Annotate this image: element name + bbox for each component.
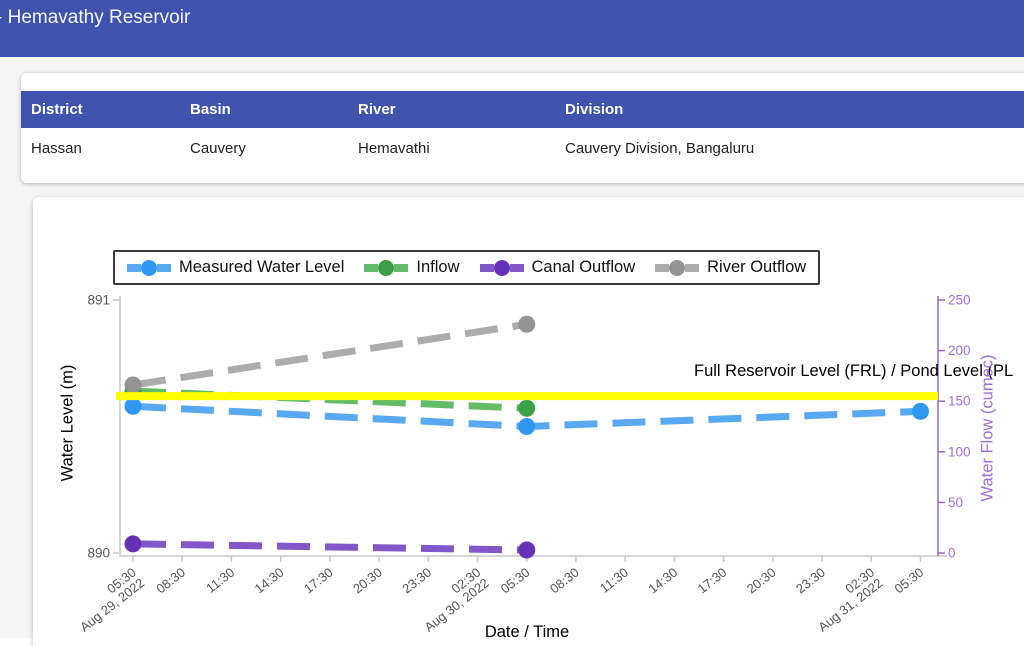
legend-marker-icon [655, 259, 700, 276]
legend-item-measured-water-level[interactable]: Measured Water Level [127, 258, 344, 277]
cell-river: Hemavathi [348, 128, 555, 169]
legend-item-inflow[interactable]: Inflow [364, 258, 460, 277]
right-axis-title: Water Flow (cumec) [978, 354, 997, 502]
chart-legend: Measured Water Level Inflow Canal Outflow R… [113, 250, 821, 285]
cell-district: Hassan [21, 128, 180, 169]
legend-item-river-outflow[interactable]: River Outflow [655, 258, 806, 277]
column-header-basin: Basin [180, 91, 348, 128]
table-header-row: District Basin River Division [21, 91, 1024, 128]
legend-label: Measured Water Level [179, 258, 345, 276]
page-title: - Hemavathy Reservoir [0, 7, 191, 28]
x-axis-title: Date / Time [484, 623, 570, 641]
left-axis-title: Water Level (m) [58, 364, 77, 482]
legend-label: Inflow [416, 258, 460, 276]
app-header: - Hemavathy Reservoir [0, 0, 1024, 57]
legend-marker-icon [479, 259, 524, 276]
legend-item-canal-outflow[interactable]: Canal Outflow [479, 258, 636, 277]
column-header-district: District [21, 91, 180, 128]
legend-label: Canal Outflow [531, 258, 636, 276]
reservoir-info-table: District Basin River Division Hassan Cau… [21, 91, 1024, 169]
legend-marker-icon [364, 259, 409, 276]
cell-basin: Cauvery [180, 128, 348, 169]
table-row: Hassan Cauvery Hemavathi Cauvery Divisio… [21, 128, 1024, 169]
frl-annotation: Full Reservoir Level (FRL) / Pond Level … [694, 362, 1014, 380]
legend-label: River Outflow [707, 258, 807, 276]
legend-marker-icon [127, 259, 171, 276]
cell-division: Cauvery Division, Bangaluru [555, 128, 1024, 169]
column-header-river: River [348, 91, 555, 128]
column-header-division: Division [555, 91, 1024, 128]
reservoir-info-card: District Basin River Division Hassan Cau… [21, 73, 1024, 183]
